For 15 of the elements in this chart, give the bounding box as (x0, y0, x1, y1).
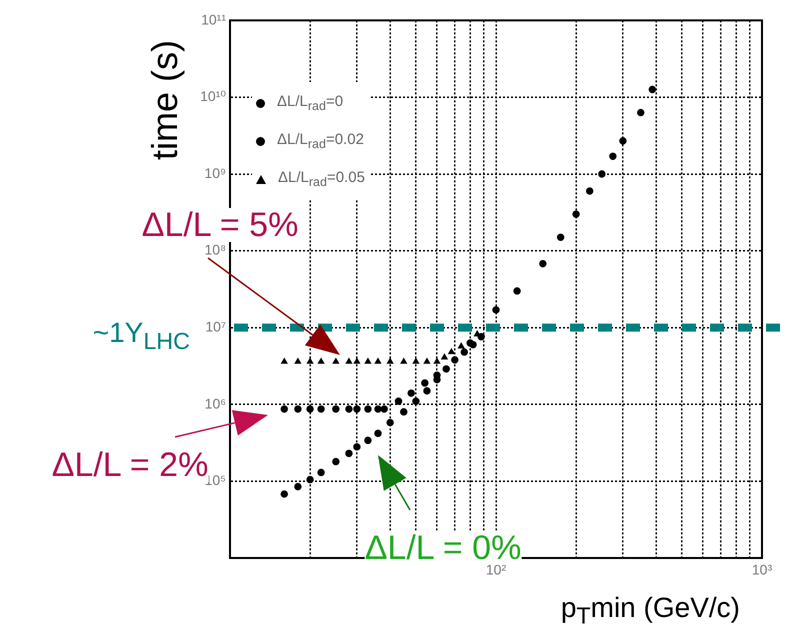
legend-label: ΔL/L$_{rad}$=0.02 (277, 131, 364, 152)
y-tick-label: 10¹¹ (201, 11, 226, 28)
x-tick-label: 10³ (752, 561, 772, 578)
y-tick-label: 10¹⁰ (200, 88, 226, 104)
y-tick-label: 10⁸ (204, 242, 226, 258)
text: ΔL/L = 2% (52, 446, 208, 484)
y-axis-title: time (s) (144, 40, 186, 160)
y-tick-label: 10⁷ (205, 318, 226, 334)
y-tick-label: 10⁶ (204, 395, 226, 412)
legend-label: ΔL/L$_{rad}$=0.05 (278, 169, 365, 190)
legend-label: ΔL/L$_{rad}$=0 (277, 93, 344, 114)
ref-line-label: ~1Y$_{LHC}$ (92, 316, 190, 354)
x-axis-title: p$_{T}$min (GeV/c) (560, 592, 740, 630)
annotation: ΔL/L = 5% (142, 206, 298, 244)
y-tick-label: 10⁹ (204, 164, 226, 181)
